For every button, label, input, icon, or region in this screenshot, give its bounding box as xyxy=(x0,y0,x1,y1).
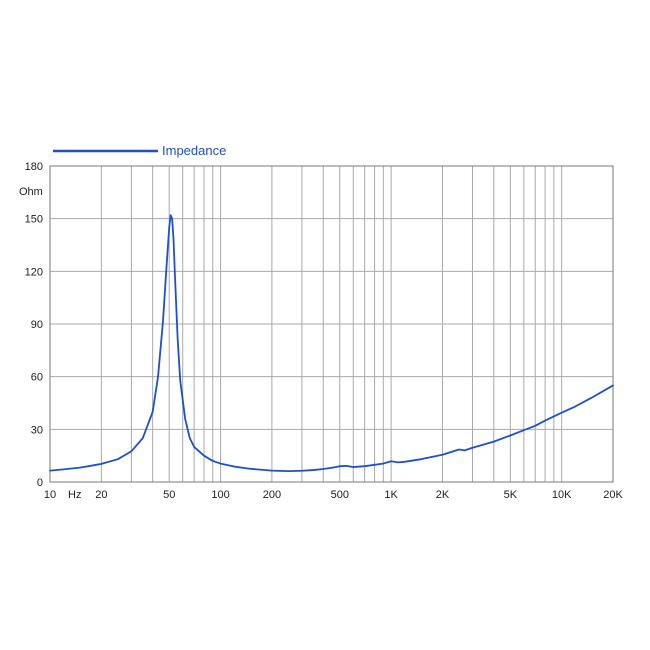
x-tick-label: 200 xyxy=(263,489,281,501)
y-tick-label: 180 xyxy=(25,161,43,173)
legend-label: Impedance xyxy=(162,143,226,158)
x-tick-label: 50 xyxy=(163,489,175,501)
impedance-series-line xyxy=(49,214,614,473)
x-tick-label: 10 xyxy=(44,489,56,501)
legend: Impedance xyxy=(53,143,226,158)
x-axis-unit-label: Hz xyxy=(68,489,81,501)
y-tick-label: 30 xyxy=(31,424,43,436)
plot-frame xyxy=(49,165,614,483)
y-axis-ticks: 0 30 60 90 120 150 180 xyxy=(25,161,43,489)
y-tick-label: 90 xyxy=(31,319,43,331)
x-axis-ticks: 10 20 50 100 200 500 1K 2K 5K 10K 20K xyxy=(44,489,624,501)
y-tick-label: 60 xyxy=(31,372,43,384)
x-tick-label: 10K xyxy=(552,489,572,501)
y-tick-label: 120 xyxy=(25,266,43,278)
y-axis-unit-label: Ohm xyxy=(19,186,43,198)
x-tick-label: 500 xyxy=(331,489,349,501)
x-tick-label: 20 xyxy=(95,489,107,501)
x-tick-label: 1K xyxy=(384,489,398,501)
x-tick-label: 5K xyxy=(504,489,518,501)
y-tick-label: 0 xyxy=(37,477,43,489)
x-tick-label: 100 xyxy=(211,489,229,501)
x-tick-label: 20K xyxy=(603,489,623,501)
series-layer xyxy=(49,214,614,473)
y-tick-label: 150 xyxy=(25,214,43,226)
x-tick-label: 2K xyxy=(436,489,450,501)
